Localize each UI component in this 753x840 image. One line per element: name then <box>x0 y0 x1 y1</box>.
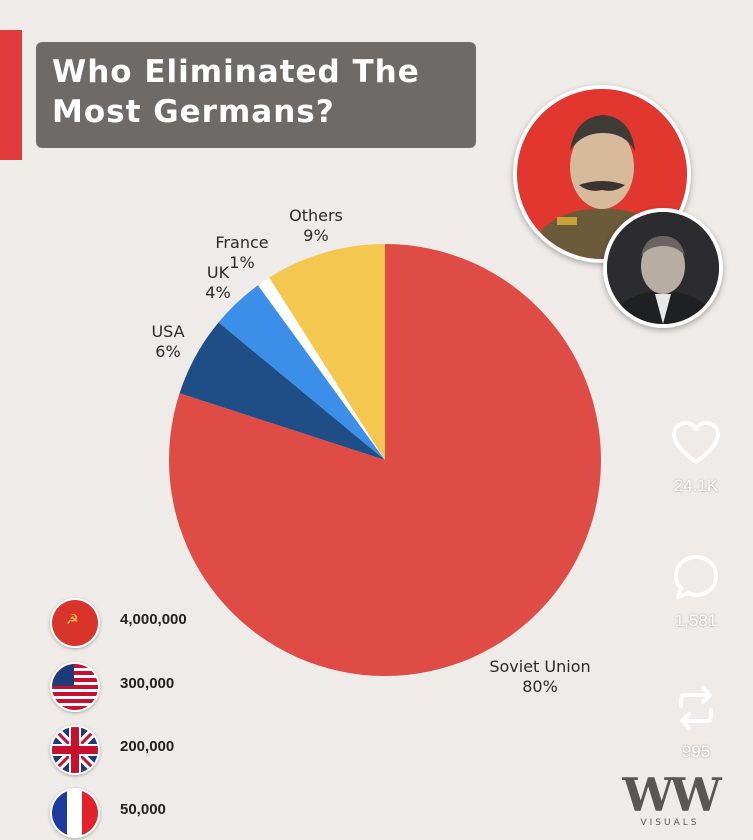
like-count: 24.1K <box>673 476 719 495</box>
comment-button[interactable]: 1,581 <box>660 553 732 631</box>
comment-count: 1,581 <box>674 611 718 630</box>
slice-pct-soviet-union: 80% <box>522 677 558 696</box>
title-line-1: Who Eliminated The <box>52 54 420 90</box>
roosevelt-portrait-icon <box>607 212 719 324</box>
usa-flag-icon <box>50 662 100 712</box>
soviet-flag-icon: ☭ <box>50 598 100 648</box>
pie-slice-usa <box>179 322 385 460</box>
pie-slice-others <box>269 244 385 460</box>
title-line-2: Most Germans? <box>52 94 335 130</box>
legend-value-soviet: 4,000,000 <box>120 611 187 628</box>
slice-label-others: Others <box>289 206 343 225</box>
legend-value-uk: 200,000 <box>120 738 175 755</box>
slice-pct-uk: 4% <box>205 283 230 302</box>
france-flag-icon <box>50 788 100 838</box>
repost-button[interactable]: 995 <box>660 684 732 762</box>
pie-slice-uk <box>218 285 385 460</box>
brand-logo: WW VISUALS <box>620 768 721 840</box>
slice-pct-usa: 6% <box>155 342 180 361</box>
slice-label-france: France <box>215 233 268 252</box>
pie-slice-soviet-union <box>169 244 602 676</box>
slice-pct-france: 1% <box>229 253 254 272</box>
legend-value-usa: 300,000 <box>120 675 175 692</box>
repost-icon <box>679 686 713 730</box>
title-box: Who Eliminated The Most Germans? <box>36 42 476 148</box>
legend-value-france: 50,000 <box>120 801 166 818</box>
brand-logo-sub: VISUALS <box>640 818 700 828</box>
slice-label-uk: UK <box>207 263 230 282</box>
repost-count: 995 <box>681 742 711 761</box>
comment-icon <box>674 555 718 599</box>
roosevelt-portrait <box>603 208 723 328</box>
slice-label-usa: USA <box>151 322 184 341</box>
accent-bar <box>0 30 22 160</box>
slice-label-soviet-union: Soviet Union <box>489 657 590 676</box>
uk-flag-icon <box>50 725 100 775</box>
heart-icon <box>672 421 720 464</box>
brand-logo-text: WW <box>622 768 721 822</box>
pie-slice-france <box>258 277 385 460</box>
slice-pct-others: 9% <box>303 226 328 245</box>
like-button[interactable]: 24.1K <box>660 420 732 496</box>
svg-text:☭: ☭ <box>66 612 79 628</box>
